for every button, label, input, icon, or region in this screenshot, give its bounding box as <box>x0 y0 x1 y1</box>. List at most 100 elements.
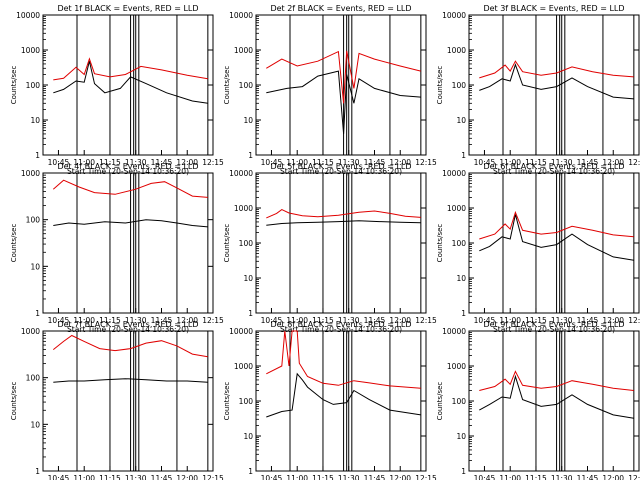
x-tick-label: 11:45 <box>577 474 599 480</box>
x-tick-label: 12:00 <box>389 474 411 480</box>
x-tick-label: 12:15 <box>202 158 224 167</box>
x-tick-label: 11:30 <box>551 316 573 325</box>
x-tick-label: 12:00 <box>176 474 198 480</box>
x-tick-label: 11:45 <box>151 158 173 167</box>
y-tick-label: 1 <box>248 467 253 476</box>
y-tick-label: 10 <box>243 274 253 283</box>
y-tick-label: 100 <box>239 81 254 90</box>
x-tick-label: 11:45 <box>364 158 386 167</box>
x-tick-label: 12:15 <box>415 158 437 167</box>
events-series-line <box>479 63 634 100</box>
y-tick-label: 1 <box>35 309 40 318</box>
x-tick-label: 11:15 <box>525 316 547 325</box>
x-axis-label: Start Time (20-Sep-14 10:36:20) <box>280 325 402 334</box>
y-tick-label: 100 <box>239 397 254 406</box>
x-axis-label: Start Time (20-Sep-14 10:36:20) <box>493 167 615 176</box>
y-tick-label: 10000 <box>442 11 466 20</box>
y-tick-label: 10 <box>243 116 253 125</box>
y-tick-label: 1 <box>248 151 253 160</box>
y-tick-label: 1000 <box>447 362 466 371</box>
y-tick-label: 100 <box>452 239 467 248</box>
x-tick-label: 12:15 <box>202 474 224 480</box>
x-tick-label: 11:00 <box>499 158 521 167</box>
x-tick-label: 11:00 <box>499 316 521 325</box>
y-tick-label: 1000 <box>234 46 253 55</box>
events-series-line <box>53 61 208 104</box>
x-tick-label: 11:15 <box>99 474 121 480</box>
x-tick-label: 12:15 <box>415 316 437 325</box>
detector-panel-9: 1 10 100 1000 10000 10:45 11:00 11:15 11:30 11:45… <box>436 320 640 485</box>
y-axis-label: Counts/sec <box>436 382 444 421</box>
x-tick-label: 11:45 <box>577 158 599 167</box>
x-tick-label: 11:00 <box>73 316 95 325</box>
events-series-line <box>479 374 634 419</box>
x-tick-label: 11:15 <box>312 158 334 167</box>
x-tick-label: 11:00 <box>73 474 95 480</box>
y-tick-label: 1 <box>461 309 466 318</box>
lld-series-line <box>52 179 208 198</box>
x-tick-label: 11:00 <box>286 316 308 325</box>
x-tick-label: 10:45 <box>261 316 283 325</box>
y-tick-label: 1000 <box>447 204 466 213</box>
y-tick-label: 100 <box>452 81 467 90</box>
y-tick-label: 10000 <box>229 169 253 178</box>
x-tick-label: 12:00 <box>389 316 411 325</box>
x-tick-label: 11:45 <box>364 474 386 480</box>
panel-title: Det 5f BLACK = Events, RED = LLD <box>270 162 411 171</box>
x-tick-label: 10:45 <box>48 158 70 167</box>
x-tick-label: 12:15 <box>628 158 640 167</box>
x-tick-label: 11:45 <box>151 474 173 480</box>
x-axis-label: Start Time (20-Sep-14 10:36:20) <box>67 167 189 176</box>
y-tick-label: 1000 <box>21 46 40 55</box>
y-tick-label: 1 <box>35 151 40 160</box>
events-series-line <box>266 70 421 134</box>
y-axis-label: Counts/sec <box>436 66 444 105</box>
x-tick-label: 11:00 <box>286 474 308 480</box>
lld-series-line <box>479 370 634 391</box>
x-tick-label: 11:30 <box>338 474 360 480</box>
x-axis-label: Start Time (20-Sep-14 10:36:20) <box>493 325 615 334</box>
plot-frame <box>42 330 214 472</box>
y-axis-label: Counts/sec <box>10 382 18 421</box>
x-tick-label: 11:30 <box>338 158 360 167</box>
panel-title: Det 2f BLACK = Events, RED = LLD <box>270 4 411 13</box>
y-tick-label: 10000 <box>442 327 466 336</box>
y-tick-label: 1000 <box>447 46 466 55</box>
detector-panel-6: 1 10 100 1000 10000 10:45 11:00 11:15 11:30 11:45… <box>436 162 640 334</box>
panel-title: Det 3f BLACK = Events, RED = LLD <box>483 4 624 13</box>
events-series-line <box>479 214 634 261</box>
x-tick-label: 11:15 <box>99 158 121 167</box>
events-series-line <box>53 378 208 383</box>
x-tick-label: 12:15 <box>628 474 640 480</box>
y-tick-label: 10000 <box>229 327 253 336</box>
detector-panel-1: 1 10 100 1000 10000 10:45 11:00 11:15 11:30 11:45… <box>10 4 224 176</box>
x-tick-label: 11:00 <box>286 158 308 167</box>
x-tick-label: 10:45 <box>48 316 70 325</box>
plot-frame <box>255 172 427 314</box>
y-axis-label: Counts/sec <box>436 224 444 263</box>
panel-title: Det 4f BLACK = Events, RED = LLD <box>57 162 198 171</box>
x-tick-label: 12:00 <box>602 158 624 167</box>
y-tick-label: 10 <box>456 274 466 283</box>
x-tick-label: 11:15 <box>312 474 334 480</box>
plot-frame <box>42 14 214 156</box>
x-tick-label: 11:45 <box>577 316 599 325</box>
panel-title: Det 8f BLACK = Events, RED = LLD <box>270 320 411 329</box>
detector-panel-3: 1 10 100 1000 10000 10:45 11:00 11:15 11:30 11:45… <box>436 4 640 176</box>
y-tick-label: 1000 <box>234 362 253 371</box>
y-tick-label: 10000 <box>442 169 466 178</box>
y-tick-label: 10 <box>456 116 466 125</box>
y-tick-label: 100 <box>26 216 41 225</box>
x-tick-label: 11:15 <box>525 158 547 167</box>
y-tick-label: 1 <box>248 309 253 318</box>
lld-series-line <box>479 210 634 240</box>
plot-frame <box>468 14 640 156</box>
y-tick-label: 10 <box>30 116 40 125</box>
y-tick-label: 100 <box>26 374 41 383</box>
panel-title: Det 1f BLACK = Events, RED = LLD <box>57 4 198 13</box>
x-tick-label: 12:00 <box>176 316 198 325</box>
panel-title: Det 9f BLACK = Events, RED = LLD <box>483 320 624 329</box>
x-tick-label: 12:00 <box>389 158 411 167</box>
y-tick-label: 1000 <box>21 169 40 178</box>
